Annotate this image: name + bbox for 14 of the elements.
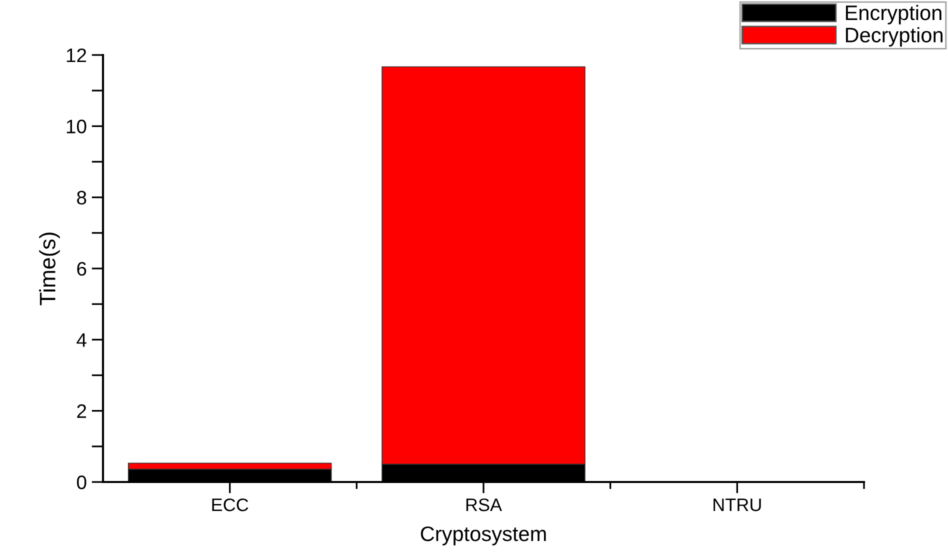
y-tick-label: 6 bbox=[77, 262, 86, 276]
legend-label: Encryption bbox=[846, 4, 942, 24]
y-tick-label: 0 bbox=[76, 475, 86, 490]
legend-label: Decryption bbox=[846, 27, 942, 47]
y-axis-title: Time(s) bbox=[39, 232, 60, 306]
x-tick-label: NTRU bbox=[714, 498, 761, 512]
y-tick-label: 8 bbox=[77, 190, 86, 205]
x-tick-label: ECC bbox=[212, 498, 248, 512]
x-axis-title: Cryptosystem bbox=[420, 526, 546, 546]
y-tick-label: 4 bbox=[76, 333, 86, 347]
y-tick-label: 12 bbox=[66, 48, 86, 62]
y-tick-label: 10 bbox=[66, 120, 86, 134]
y-tick-label: 2 bbox=[77, 404, 86, 418]
x-tick-label: RSA bbox=[466, 498, 502, 512]
